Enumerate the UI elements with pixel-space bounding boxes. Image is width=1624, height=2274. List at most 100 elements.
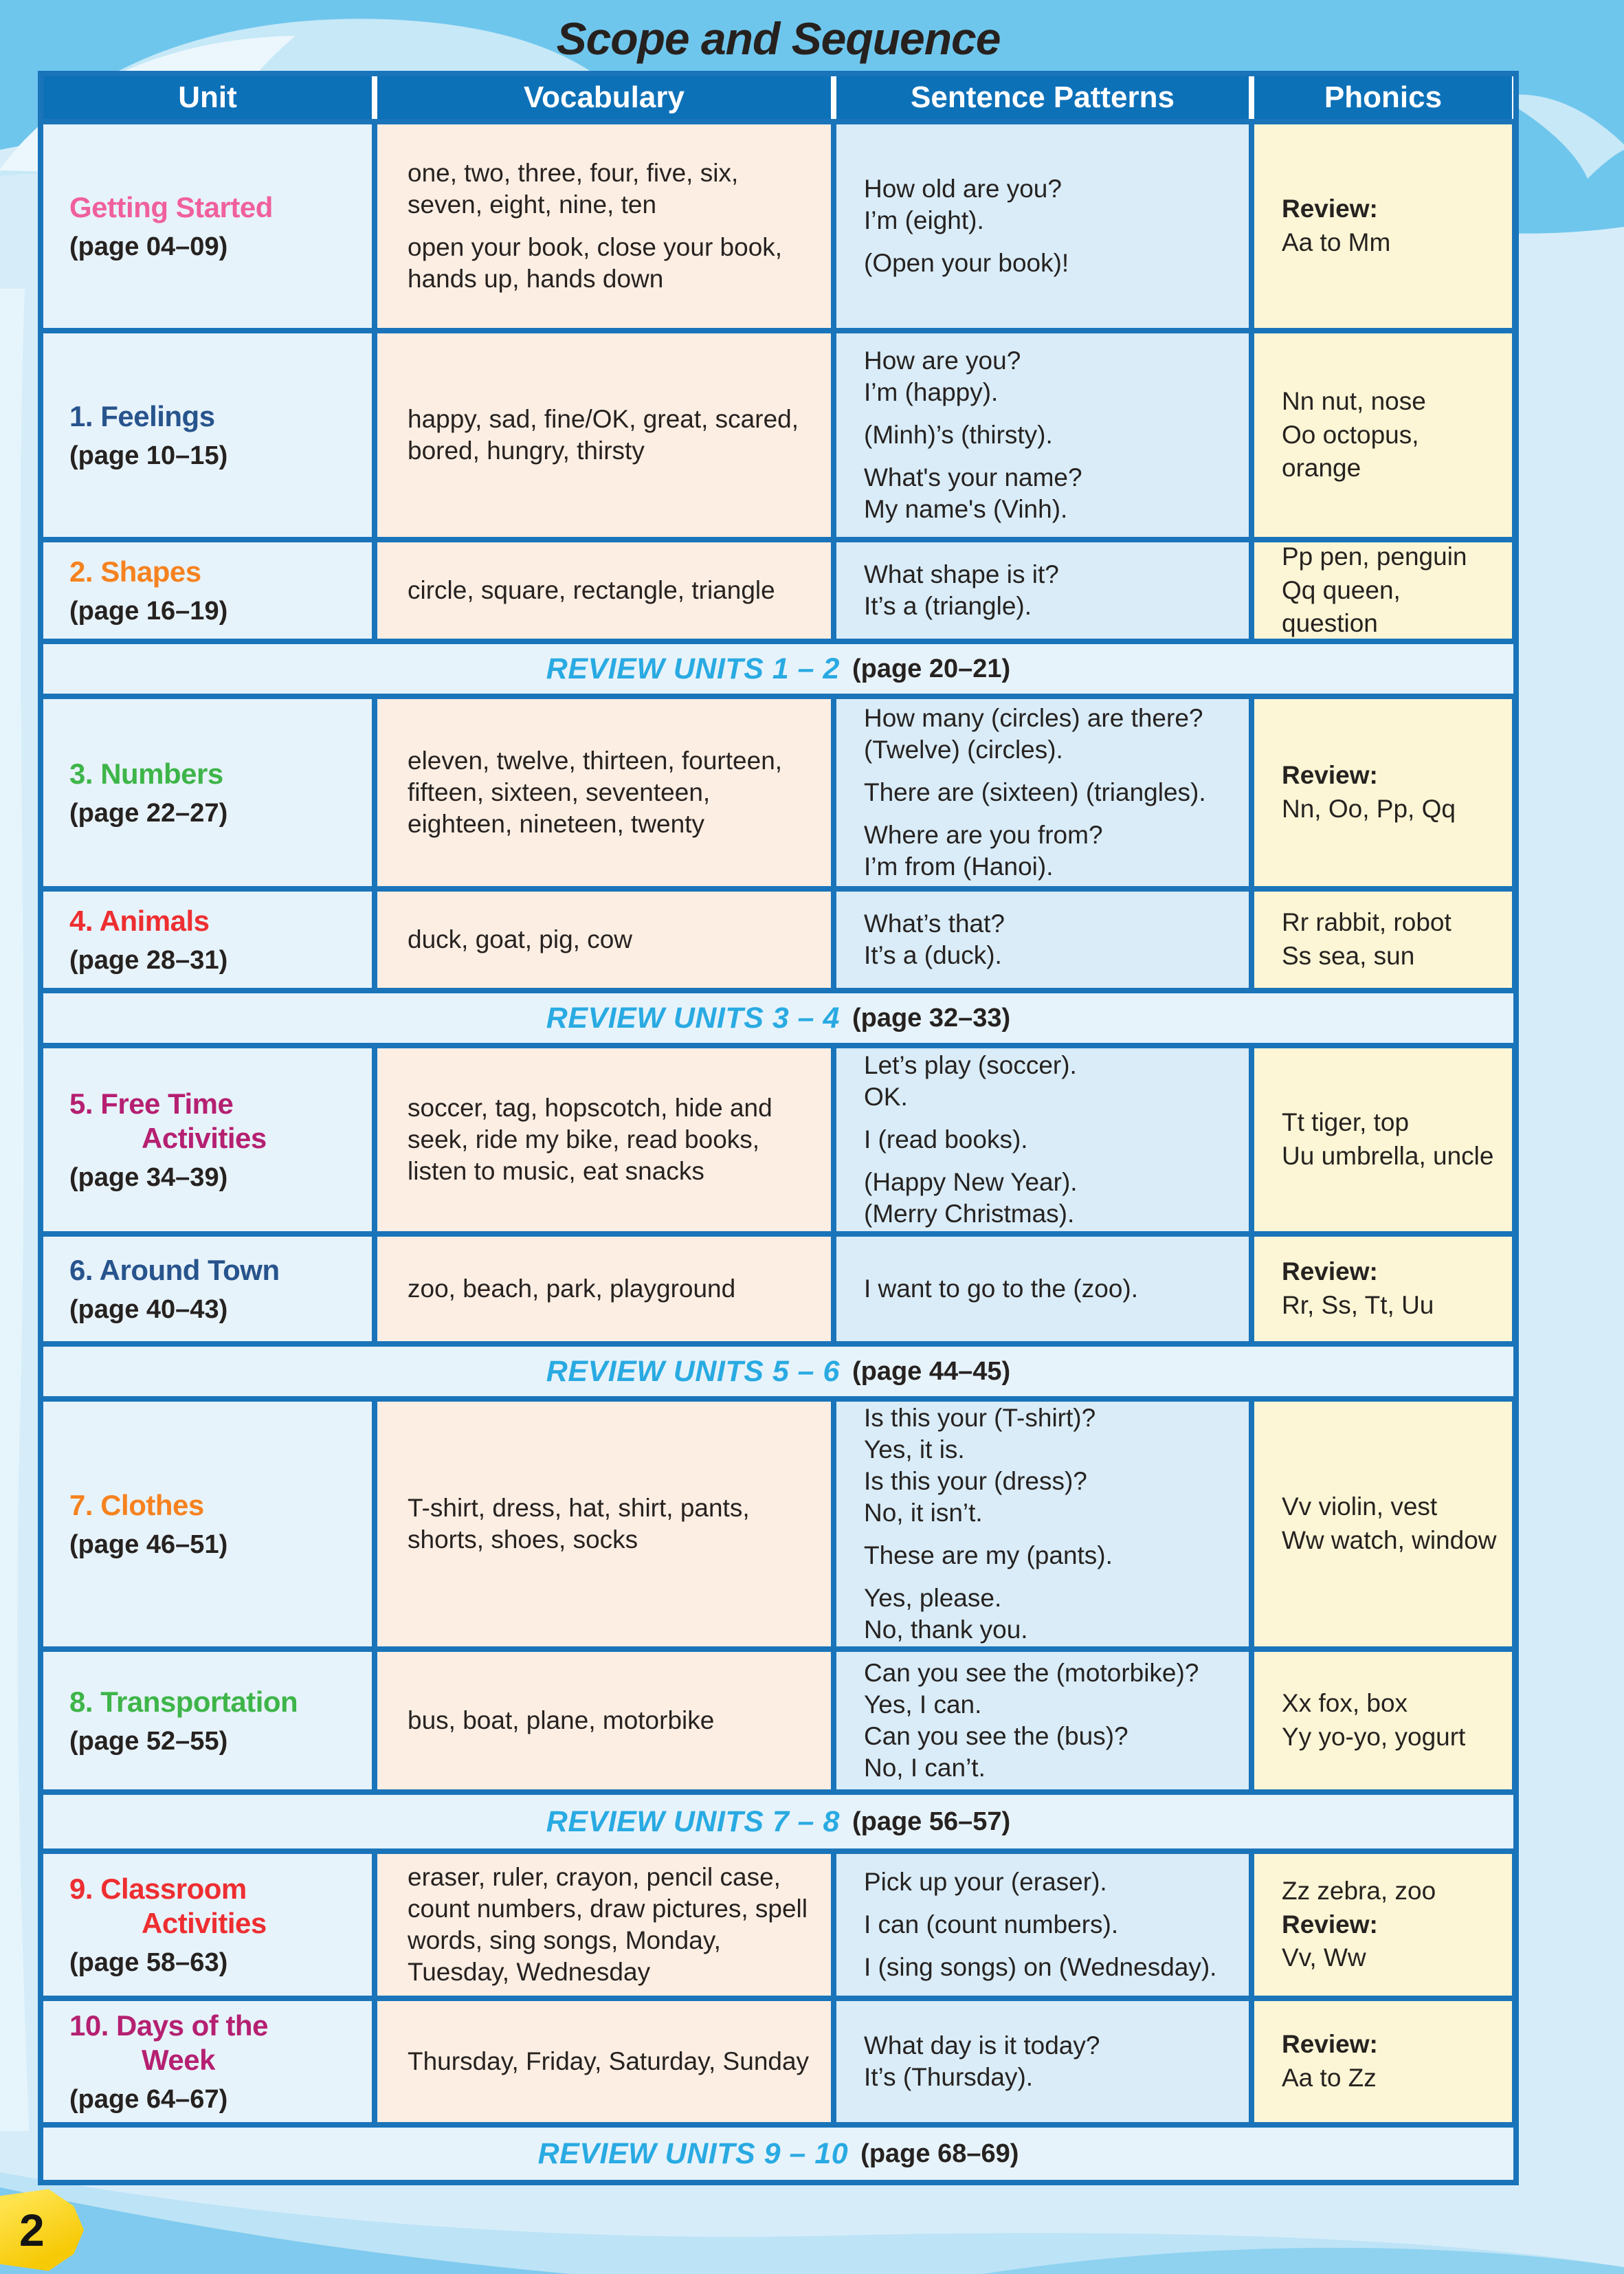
vocabulary-text: duck, goat, pig, cow <box>408 925 633 954</box>
unit-page-range: (page 16–19) <box>69 597 228 626</box>
sentence-patterns-cell: How old are you? I’m (eight). (Open your … <box>836 124 1249 328</box>
unit-title: 10. Days of the Week <box>69 2009 366 2077</box>
vocabulary-text: circle, square, rectangle, triangle <box>408 576 775 605</box>
vocabulary-cell: soccer, tag, hopscotch, hide and seek, r… <box>377 1048 831 1231</box>
sentence-pattern: Let’s play (soccer). OK. <box>864 1051 1077 1112</box>
unit-row: 4. Animals (page 28–31) duck, goat, pig, c… <box>43 892 1513 988</box>
sentence-pattern: I (read books). <box>864 1125 1028 1154</box>
unit-cell: 4. Animals (page 28–31) <box>43 892 372 988</box>
sentence-pattern: How many (circles) are there? (Twelve) (… <box>864 704 1203 764</box>
unit-cell: 8. Transportation (page 52–55) <box>43 1652 372 1789</box>
phonics-line: Review: <box>1282 1257 1378 1286</box>
unit-row: Getting Started (page 04–09) one, two, thr… <box>43 124 1513 328</box>
unit-title: 9. Classroom Activities <box>69 1872 366 1940</box>
unit-title: 1. Feelings <box>69 399 366 434</box>
unit-row: 8. Transportation (page 52–55) bus, boat, … <box>43 1652 1513 1789</box>
phonics-line: Tt tiger, top <box>1282 1108 1410 1137</box>
sentence-pattern: (Open your book)! <box>864 248 1069 277</box>
unit-page-range: (page 58–63) <box>69 1948 228 1978</box>
phonics-line: Oo octopus, orange <box>1282 420 1419 483</box>
unit-title: 7. Clothes <box>69 1488 366 1523</box>
unit-page-range: (page 10–15) <box>69 441 228 471</box>
phonics-cell: Pp pen, penguin Qq queen, question <box>1254 542 1512 639</box>
sentence-pattern: How are you? I’m (happy). <box>864 346 1021 407</box>
unit-title: Getting Started <box>69 190 366 225</box>
unit-cell: 6. Around Town (page 40–43) <box>43 1237 372 1341</box>
phonics-line: Uu umbrella, uncle <box>1282 1142 1494 1170</box>
unit-row: 3. Numbers (page 22–27) eleven, twelve, th… <box>43 699 1513 886</box>
unit-title-line: Getting Started <box>69 190 273 223</box>
phonics-line: Ss sea, sun <box>1282 942 1415 970</box>
unit-title-line: 5. Free Time <box>69 1087 234 1120</box>
review-title: REVIEW UNITS 7 – 8 <box>546 1804 840 1838</box>
phonics-cell: Review: Nn, Oo, Pp, Qq <box>1254 699 1512 886</box>
unit-cell: 7. Clothes (page 46–51) <box>43 1402 372 1646</box>
review-row: REVIEW UNITS 7 – 8 (page 56–57) <box>43 1795 1513 1848</box>
unit-title-line: 2. Shapes <box>69 555 201 588</box>
unit-page-range: (page 04–09) <box>69 232 228 262</box>
vocabulary-text: Thursday, Friday, Saturday, Sunday <box>408 2047 810 2076</box>
unit-cell: 9. Classroom Activities (page 58–63) <box>43 1854 372 1996</box>
phonics-cell: Rr rabbit, robot Ss sea, sun <box>1254 892 1512 988</box>
vocabulary-cell: eleven, twelve, thirteen, fourteen, fift… <box>377 699 831 886</box>
review-page-range: (page 56–57) <box>852 1807 1011 1836</box>
phonics-line: Rr rabbit, robot <box>1282 908 1451 937</box>
unit-title-line: 3. Numbers <box>69 757 223 790</box>
sentence-pattern: Pick up your (eraser). <box>864 1868 1107 1897</box>
sentence-pattern: How old are you? I’m (eight). <box>864 175 1062 235</box>
unit-page-range: (page 28–31) <box>69 946 228 975</box>
column-header-sentence-patterns: Sentence Patterns <box>836 76 1249 119</box>
phonics-line: Nn, Oo, Pp, Qq <box>1282 795 1456 823</box>
sentence-patterns-cell: Can you see the (motorbike)? Yes, I can.… <box>836 1652 1249 1789</box>
column-header-phonics: Phonics <box>1254 76 1512 119</box>
phonics-line: Yy yo-yo, yogurt <box>1282 1723 1466 1751</box>
phonics-line: Vv, Ww <box>1282 1943 1366 1972</box>
sentence-pattern: I can (count numbers). <box>864 1910 1119 1939</box>
table-header-row: Unit Vocabulary Sentence Patterns Phonics <box>43 76 1513 119</box>
phonics-line: Zz zebra, zoo <box>1282 1876 1436 1905</box>
review-title: REVIEW UNITS 3 – 4 <box>546 1001 840 1035</box>
phonics-line: Qq queen, question <box>1282 575 1401 638</box>
unit-title-line: Activities <box>142 1906 267 1939</box>
unit-title: 3. Numbers <box>69 757 366 791</box>
review-page-range: (page 32–33) <box>852 1003 1011 1033</box>
vocabulary-text: T-shirt, dress, hat, shirt, pants, short… <box>408 1494 750 1554</box>
vocabulary-text: one, two, three, four, five, six, seven,… <box>408 159 739 219</box>
vocabulary-text: soccer, tag, hopscotch, hide and seek, r… <box>408 1094 772 1185</box>
sentence-pattern: What shape is it? It’s a (triangle). <box>864 560 1059 620</box>
review-row: REVIEW UNITS 5 – 6 (page 44–45) <box>43 1347 1513 1396</box>
phonics-line: Review: <box>1282 2030 1378 2059</box>
unit-title: 6. Around Town <box>69 1253 366 1288</box>
review-title: REVIEW UNITS 9 – 10 <box>537 2137 849 2170</box>
unit-page-range: (page 52–55) <box>69 1727 228 1756</box>
phonics-line: Aa to Zz <box>1282 2064 1377 2092</box>
vocabulary-cell: eraser, ruler, crayon, pencil case, coun… <box>377 1854 831 1996</box>
phonics-line: Nn nut, nose <box>1282 386 1426 415</box>
sentence-pattern: What's your name? My name's (Vinh). <box>864 463 1082 523</box>
vocabulary-text: happy, sad, fine/OK, great, scared, bore… <box>408 405 799 465</box>
review-row: REVIEW UNITS 9 – 10 (page 68–69) <box>43 2128 1513 2180</box>
sentence-patterns-cell: I want to go to the (zoo). <box>836 1237 1249 1341</box>
sentence-patterns-cell: What’s that? It’s a (duck). <box>836 892 1249 988</box>
unit-title-line: 1. Feelings <box>69 399 215 432</box>
vocabulary-cell: duck, goat, pig, cow <box>377 892 831 988</box>
vocabulary-cell: happy, sad, fine/OK, great, scared, bore… <box>377 333 831 537</box>
phonics-cell: Review: Aa to Mm <box>1254 124 1512 328</box>
unit-title: 4. Animals <box>69 904 366 938</box>
sentence-pattern: (Happy New Year). (Merry Christmas). <box>864 1167 1078 1228</box>
vocabulary-text: eraser, ruler, crayon, pencil case, coun… <box>408 1863 808 1986</box>
unit-row: 1. Feelings (page 10–15) happy, sad, fine/… <box>43 333 1513 537</box>
column-header-unit: Unit <box>43 76 372 119</box>
review-page-range: (page 44–45) <box>852 1356 1011 1386</box>
vocabulary-text: eleven, twelve, thirteen, fourteen, fift… <box>408 747 783 838</box>
sentence-patterns-cell: Is this your (T-shirt)? Yes, it is. Is t… <box>836 1402 1249 1646</box>
unit-title-line: 6. Around Town <box>69 1253 280 1286</box>
unit-row: 10. Days of the Week (page 64–67) Thursday,… <box>43 2001 1513 2122</box>
page-number: 2 <box>19 2205 45 2255</box>
column-header-vocabulary: Vocabulary <box>377 76 831 119</box>
unit-row: 7. Clothes (page 46–51) T-shirt, dress, ha… <box>43 1402 1513 1646</box>
sentence-patterns-cell: Pick up your (eraser). I can (count numbe… <box>836 1854 1249 1996</box>
sentence-pattern: Where are you from? I’m from (Hanoi). <box>864 820 1103 881</box>
sentence-pattern: Is this your (T-shirt)? Yes, it is. Is t… <box>864 1404 1096 1527</box>
